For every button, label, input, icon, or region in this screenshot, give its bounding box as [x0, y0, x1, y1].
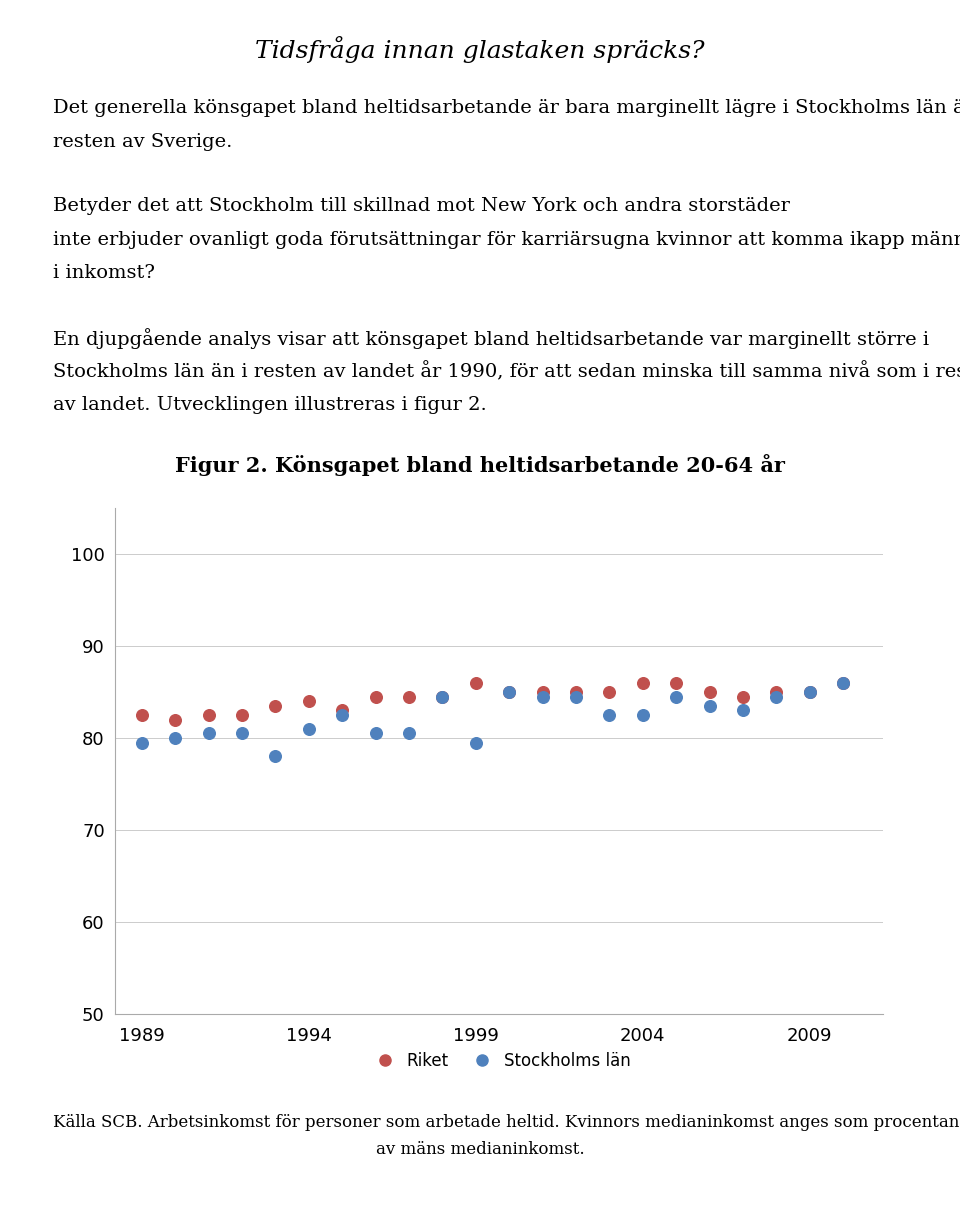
Point — [168, 728, 183, 747]
Text: i inkomst?: i inkomst? — [53, 264, 155, 282]
Point — [401, 724, 417, 744]
Point — [802, 682, 817, 701]
Point — [568, 682, 584, 701]
Point — [835, 674, 851, 693]
Point — [769, 687, 784, 706]
Text: av landet. Utvecklingen illustreras i figur 2.: av landet. Utvecklingen illustreras i fi… — [53, 396, 487, 414]
Point — [134, 705, 150, 724]
Point — [668, 687, 684, 706]
Point — [702, 696, 717, 716]
Point — [368, 687, 383, 706]
Point — [468, 674, 484, 693]
Point — [535, 682, 550, 701]
Point — [301, 719, 317, 739]
Point — [468, 733, 484, 752]
Point — [435, 687, 450, 706]
Point — [335, 701, 350, 721]
Point — [636, 674, 651, 693]
Point — [201, 705, 216, 724]
Point — [735, 687, 751, 706]
Text: inte erbjuder ovanligt goda förutsättningar för karriärsugna kvinnor att komma i: inte erbjuder ovanligt goda förutsättnin… — [53, 231, 960, 249]
Point — [636, 705, 651, 724]
Point — [802, 682, 817, 701]
Point — [201, 724, 216, 744]
Text: resten av Sverige.: resten av Sverige. — [53, 133, 232, 151]
Point — [301, 692, 317, 711]
Point — [234, 724, 250, 744]
Point — [234, 705, 250, 724]
Text: Det generella könsgapet bland heltidsarbetande är bara marginellt lägre i Stockh: Det generella könsgapet bland heltidsarb… — [53, 99, 960, 117]
Point — [702, 682, 717, 701]
Point — [335, 705, 350, 724]
Point — [602, 705, 617, 724]
Point — [535, 687, 550, 706]
Point — [168, 710, 183, 729]
Text: av mäns medianinkomst.: av mäns medianinkomst. — [375, 1141, 585, 1158]
Point — [568, 687, 584, 706]
Point — [401, 687, 417, 706]
Text: Stockholms län än i resten av landet år 1990, för att sedan minska till samma ni: Stockholms län än i resten av landet år … — [53, 362, 960, 381]
Point — [368, 724, 383, 744]
Point — [602, 682, 617, 701]
Point — [268, 696, 283, 716]
Point — [134, 733, 150, 752]
Point — [668, 674, 684, 693]
Text: Tidsfråga innan glastaken spräcks?: Tidsfråga innan glastaken spräcks? — [255, 36, 705, 63]
Point — [769, 682, 784, 701]
Point — [268, 747, 283, 766]
Text: Figur 2. Könsgapet bland heltidsarbetande 20-64 år: Figur 2. Könsgapet bland heltidsarbetand… — [175, 454, 785, 476]
Text: Betyder det att Stockholm till skillnad mot New York och andra storstäder: Betyder det att Stockholm till skillnad … — [53, 197, 790, 215]
Point — [501, 682, 516, 701]
Point — [835, 674, 851, 693]
Text: Källa SCB. Arbetsinkomst för personer som arbetade heltid. Kvinnors medianinkoms: Källa SCB. Arbetsinkomst för personer so… — [53, 1114, 960, 1131]
Text: En djupgående analys visar att könsgapet bland heltidsarbetande var marginellt s: En djupgående analys visar att könsgapet… — [53, 328, 929, 349]
Legend: Riket, Stockholms län: Riket, Stockholms län — [361, 1045, 637, 1077]
Point — [435, 687, 450, 706]
Point — [735, 701, 751, 721]
Point — [501, 682, 516, 701]
